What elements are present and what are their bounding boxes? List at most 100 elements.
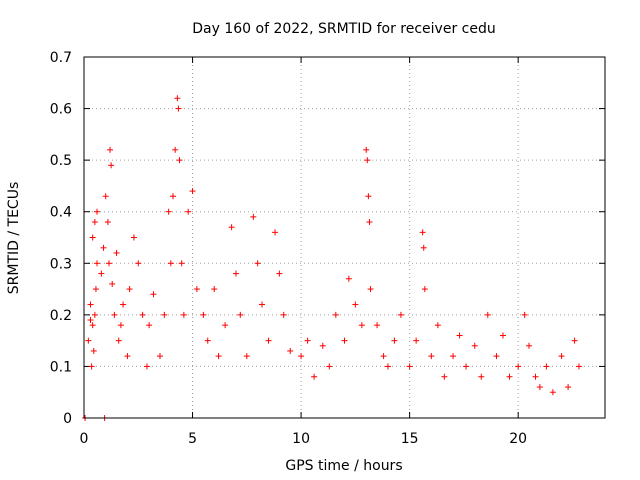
data-point bbox=[311, 373, 318, 380]
data-point bbox=[139, 311, 146, 318]
data-point bbox=[420, 244, 427, 251]
y-tick-label: 0.2 bbox=[50, 308, 72, 324]
data-point bbox=[109, 280, 116, 287]
data-point bbox=[421, 286, 428, 293]
data-point bbox=[115, 337, 122, 344]
data-point bbox=[124, 353, 131, 360]
data-point bbox=[161, 311, 168, 318]
data-point bbox=[287, 347, 294, 354]
data-point bbox=[428, 353, 435, 360]
data-point bbox=[419, 229, 426, 236]
data-point bbox=[104, 219, 111, 226]
data-point bbox=[526, 342, 533, 349]
data-point bbox=[406, 363, 413, 370]
data-point bbox=[319, 342, 326, 349]
data-point bbox=[89, 234, 96, 241]
chart-title: Day 160 of 2022, SRMTID for receiver ced… bbox=[192, 21, 495, 37]
data-point bbox=[549, 389, 556, 396]
data-point bbox=[105, 260, 112, 267]
data-point bbox=[85, 337, 92, 344]
data-point bbox=[532, 373, 539, 380]
data-point bbox=[189, 188, 196, 195]
data-point bbox=[499, 332, 506, 339]
y-tick-label: 0.3 bbox=[50, 256, 72, 272]
y-tick-label: 0.4 bbox=[50, 205, 72, 221]
data-point bbox=[254, 260, 261, 267]
data-point bbox=[113, 249, 120, 256]
data-point bbox=[92, 286, 99, 293]
data-point bbox=[493, 353, 500, 360]
data-point bbox=[237, 311, 244, 318]
x-tick-label: 20 bbox=[509, 431, 527, 447]
data-point bbox=[180, 311, 187, 318]
data-point bbox=[543, 363, 550, 370]
data-point bbox=[471, 342, 478, 349]
data-point bbox=[150, 291, 157, 298]
data-point bbox=[456, 332, 463, 339]
data-point bbox=[117, 322, 124, 329]
data-point bbox=[434, 322, 441, 329]
data-point bbox=[111, 311, 118, 318]
data-point bbox=[174, 95, 181, 102]
data-point bbox=[156, 353, 163, 360]
data-point bbox=[126, 286, 133, 293]
data-point bbox=[536, 384, 543, 391]
grid bbox=[84, 57, 605, 418]
data-point bbox=[575, 363, 582, 370]
data-point bbox=[365, 193, 372, 200]
data-point bbox=[326, 363, 333, 370]
data-point bbox=[558, 353, 565, 360]
data-point bbox=[397, 311, 404, 318]
data-point bbox=[374, 322, 381, 329]
data-point bbox=[178, 260, 185, 267]
y-tick-label: 0.1 bbox=[50, 359, 72, 375]
data-point bbox=[94, 208, 101, 215]
x-axis-label: GPS time / hours bbox=[285, 458, 402, 474]
data-point bbox=[165, 208, 172, 215]
data-point bbox=[364, 157, 371, 164]
data-point bbox=[172, 146, 179, 153]
data-point bbox=[565, 384, 572, 391]
data-point bbox=[380, 353, 387, 360]
y-tick-label: 0.5 bbox=[50, 153, 72, 169]
x-tick-label: 15 bbox=[401, 431, 419, 447]
data-point bbox=[384, 363, 391, 370]
x-tick-label: 0 bbox=[80, 431, 89, 447]
data-point bbox=[441, 373, 448, 380]
x-tick-label: 10 bbox=[292, 431, 310, 447]
data-point bbox=[521, 311, 528, 318]
data-point bbox=[391, 337, 398, 344]
ticks: 0 0.1 0.2 0.3 0.4 0.5 0.6 0.7 0 5 10 15 20 bbox=[50, 50, 605, 447]
data-point bbox=[146, 322, 153, 329]
data-point bbox=[259, 301, 266, 308]
data-point bbox=[91, 311, 98, 318]
data-point bbox=[450, 353, 457, 360]
data-point bbox=[200, 311, 207, 318]
data-point bbox=[276, 270, 283, 277]
data-point bbox=[463, 363, 470, 370]
data-point bbox=[98, 270, 105, 277]
data-point bbox=[120, 301, 127, 308]
y-tick-label: 0 bbox=[63, 411, 72, 427]
data-point bbox=[143, 363, 150, 370]
data-point bbox=[193, 286, 200, 293]
plot-frame bbox=[83, 56, 606, 419]
data-points bbox=[82, 95, 582, 421]
data-point bbox=[170, 193, 177, 200]
data-point bbox=[515, 363, 522, 370]
data-point bbox=[167, 260, 174, 267]
data-point bbox=[135, 260, 142, 267]
data-point bbox=[304, 337, 311, 344]
data-point bbox=[272, 229, 279, 236]
data-point bbox=[130, 234, 137, 241]
data-point bbox=[90, 347, 97, 354]
data-point bbox=[280, 311, 287, 318]
data-point bbox=[250, 213, 257, 220]
data-point bbox=[215, 353, 222, 360]
data-point bbox=[478, 373, 485, 380]
data-point bbox=[211, 286, 218, 293]
data-point bbox=[228, 224, 235, 231]
data-point bbox=[185, 208, 192, 215]
data-point bbox=[88, 363, 95, 370]
